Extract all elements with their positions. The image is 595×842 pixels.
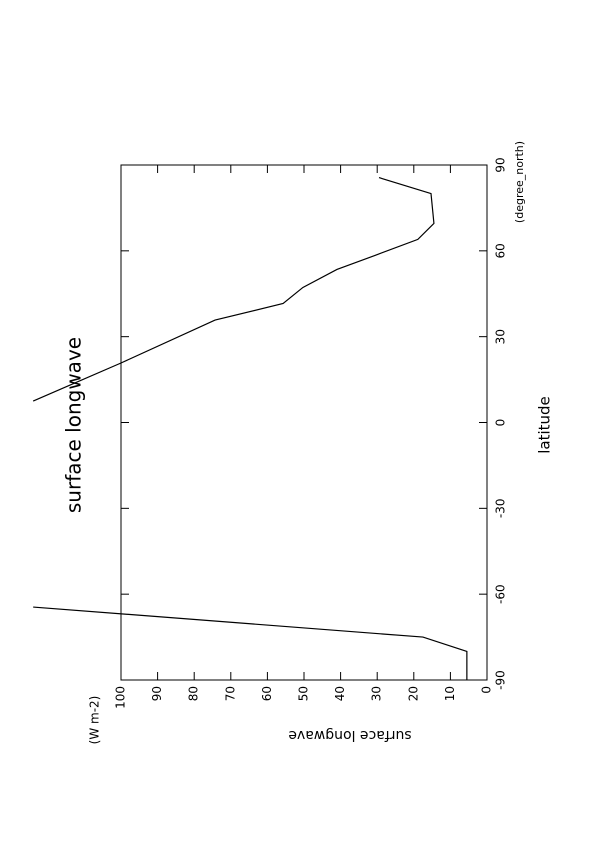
- y-axis-units: (W m-2): [88, 696, 102, 745]
- y-tick-label: 80: [187, 686, 201, 701]
- y-tick-label: 30: [370, 686, 384, 701]
- x-tick-label: 30: [494, 329, 508, 344]
- plot: surface longwave latitude (degree_north)…: [32, 141, 554, 745]
- y-tick-label: 50: [297, 686, 311, 701]
- x-tick-label: -90: [494, 670, 508, 690]
- y-tick-label: 60: [260, 686, 274, 701]
- plot-frame: [120, 164, 488, 681]
- x-tick-label: -60: [494, 584, 508, 604]
- y-tick-label: 70: [223, 686, 237, 701]
- x-tick-label: -30: [494, 499, 508, 519]
- y-tick-label: 40: [333, 686, 347, 701]
- y-tick-label: 0: [480, 686, 494, 694]
- chart-title: surface longwave: [62, 337, 86, 513]
- data-line: [32, 177, 468, 680]
- x-axis-label: latitude: [536, 396, 554, 454]
- x-tick-label: 0: [494, 419, 508, 427]
- y-tick-label: 10: [443, 686, 457, 701]
- y-axis-label: surface longwave: [288, 727, 411, 743]
- y-tick-label: 90: [150, 686, 164, 701]
- y-tick-label: 20: [406, 686, 420, 701]
- x-axis-units: (degree_north): [513, 141, 526, 223]
- x-tick-label: 60: [494, 243, 508, 258]
- y-tick-label: 100: [114, 686, 128, 709]
- x-tick-label: 90: [494, 157, 508, 172]
